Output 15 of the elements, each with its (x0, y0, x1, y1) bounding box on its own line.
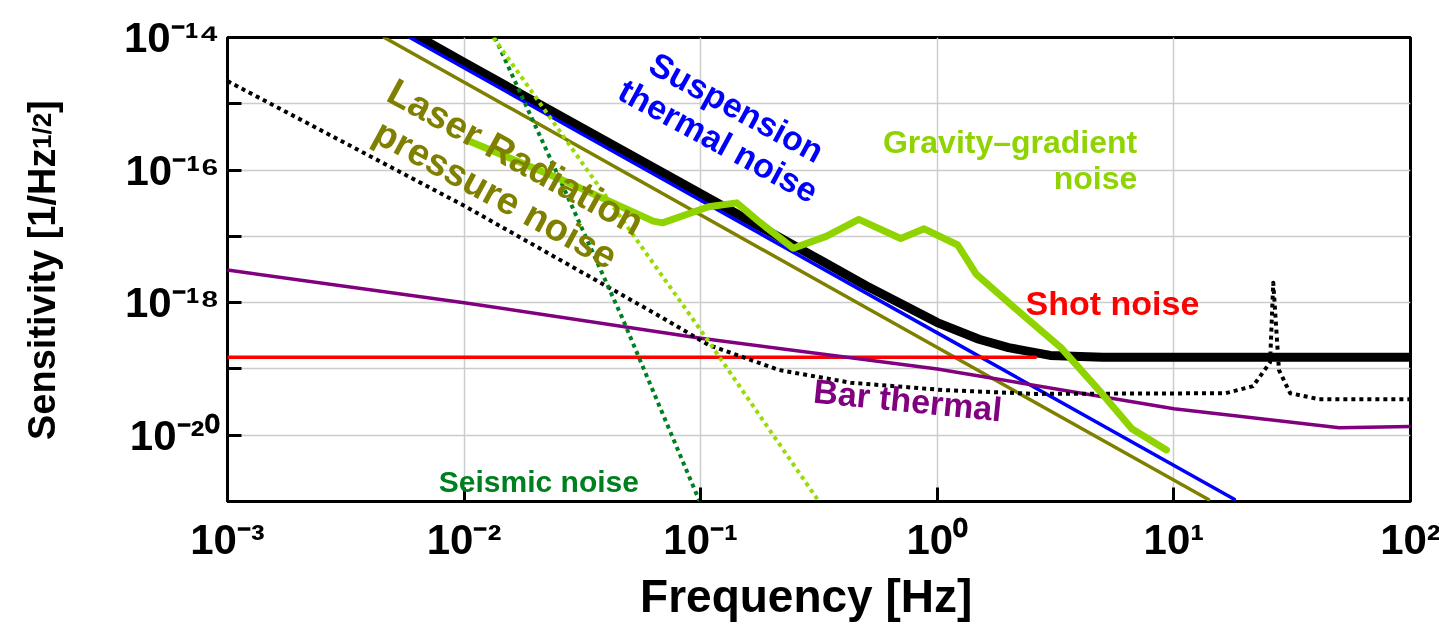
series-label: Shot noise (1025, 283, 1200, 322)
x-tick-label: 10⁻² (426, 515, 502, 563)
y-tick-label: 10⁻¹⁸ (124, 279, 220, 327)
x-tick-label: 10⁻³ (190, 515, 265, 563)
x-axis-title: Frequency [Hz] (640, 569, 973, 622)
x-tick-label: 10¹ (1143, 515, 1205, 563)
series-label: Seismic noise (438, 465, 639, 499)
x-tick-label: 10⁻¹ (663, 515, 739, 563)
y-tick-label: 10⁻¹⁶ (125, 146, 220, 194)
y-tick-label: 10⁻²⁰ (129, 411, 220, 459)
text: Bar thermal (811, 371, 1004, 429)
x-tick-label: 10² (1380, 515, 1439, 563)
x-tick-label: 10⁰ (906, 515, 969, 563)
series-label: Gravity–gradient noise (882, 124, 1138, 197)
y-tick-label: 10⁻¹⁴ (124, 14, 220, 61)
